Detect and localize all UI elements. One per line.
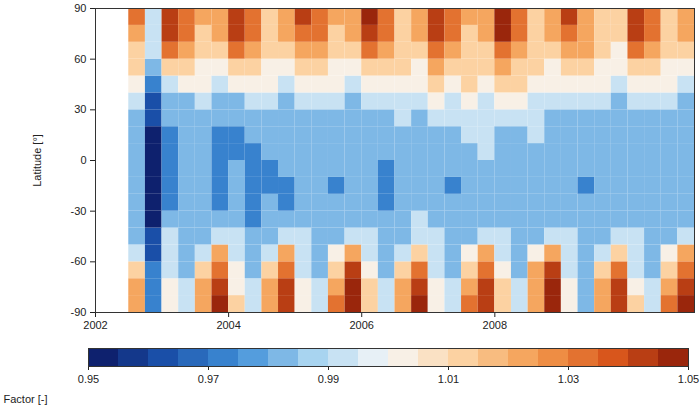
svg-text:0.95: 0.95	[78, 373, 99, 385]
svg-text:90: 90	[74, 2, 86, 14]
svg-text:2004: 2004	[216, 319, 240, 331]
svg-text:1.03: 1.03	[558, 373, 579, 385]
svg-text:1.01: 1.01	[438, 373, 459, 385]
svg-text:0: 0	[80, 154, 86, 166]
svg-text:0.99: 0.99	[318, 373, 339, 385]
svg-text:-30: -30	[71, 205, 87, 217]
svg-text:0.97: 0.97	[198, 373, 219, 385]
svg-text:1.05: 1.05	[678, 373, 699, 385]
svg-text:-90: -90	[71, 306, 87, 318]
svg-text:60: 60	[74, 53, 86, 65]
svg-text:2002: 2002	[83, 319, 107, 331]
svg-text:2006: 2006	[349, 319, 373, 331]
svg-text:Latitude [°]: Latitude [°]	[31, 134, 43, 187]
svg-text:Factor [-]: Factor [-]	[4, 393, 48, 405]
svg-text:30: 30	[74, 103, 86, 115]
svg-text:2008: 2008	[483, 319, 507, 331]
svg-text:-60: -60	[71, 255, 87, 267]
